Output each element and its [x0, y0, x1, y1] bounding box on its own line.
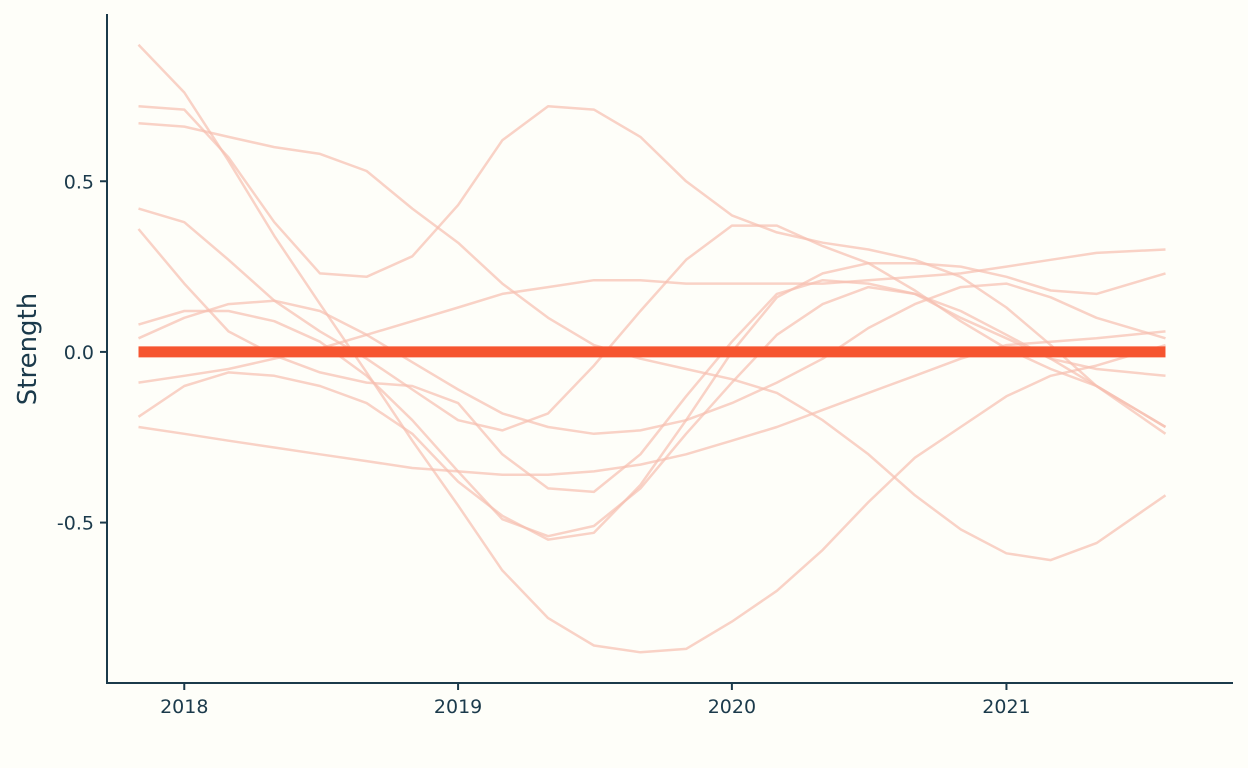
series-line-4 [138, 207, 1167, 432]
y-axis-ticks: 0.5 0.0 -0.5 [57, 171, 107, 535]
x-tick-label: 2019 [434, 696, 482, 718]
x-tick-label: 2020 [708, 696, 756, 718]
y-tick-label: 0.0 [64, 342, 94, 364]
series-line-1 [137, 43, 1166, 654]
series-line-7 [137, 282, 1166, 436]
x-tick-label: 2018 [160, 696, 208, 718]
y-axis-title: Strength [13, 293, 43, 405]
x-tick-label: 2021 [982, 696, 1030, 718]
series-line-5 [137, 228, 1167, 494]
x-axis-ticks: 2018 2019 2020 2021 [160, 683, 1031, 718]
series-line-9 [137, 261, 1166, 541]
series-line-2 [138, 104, 1167, 435]
series-line-6 [138, 285, 1166, 538]
y-tick-label: -0.5 [57, 513, 94, 535]
series-line-3 [138, 121, 1167, 562]
y-tick-label: 0.5 [64, 171, 94, 193]
